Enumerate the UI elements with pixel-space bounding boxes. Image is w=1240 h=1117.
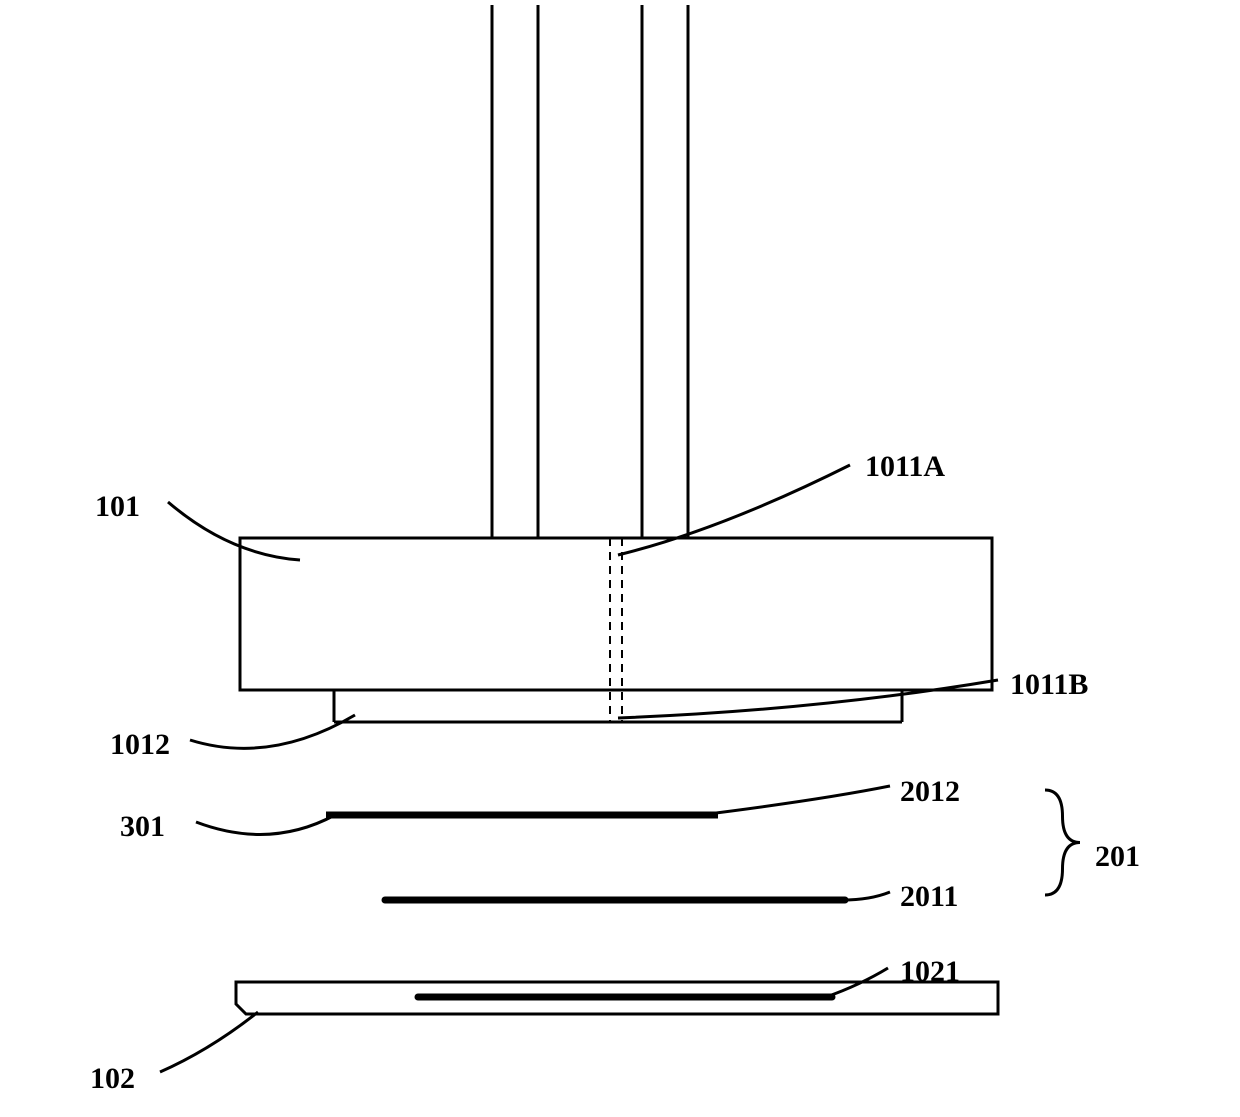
label-201: 201	[1095, 840, 1140, 874]
label-102: 102	[90, 1062, 135, 1096]
label-2012: 2012	[900, 775, 960, 809]
label-301: 301	[120, 810, 165, 844]
label-101: 101	[95, 490, 140, 524]
label-2011: 2011	[900, 880, 958, 914]
label-1011B: 1011B	[1010, 668, 1088, 702]
label-1012: 1012	[110, 728, 170, 762]
label-1021: 1021	[900, 955, 960, 989]
technical-diagram	[0, 0, 1240, 1117]
label-1011A: 1011A	[865, 450, 945, 484]
